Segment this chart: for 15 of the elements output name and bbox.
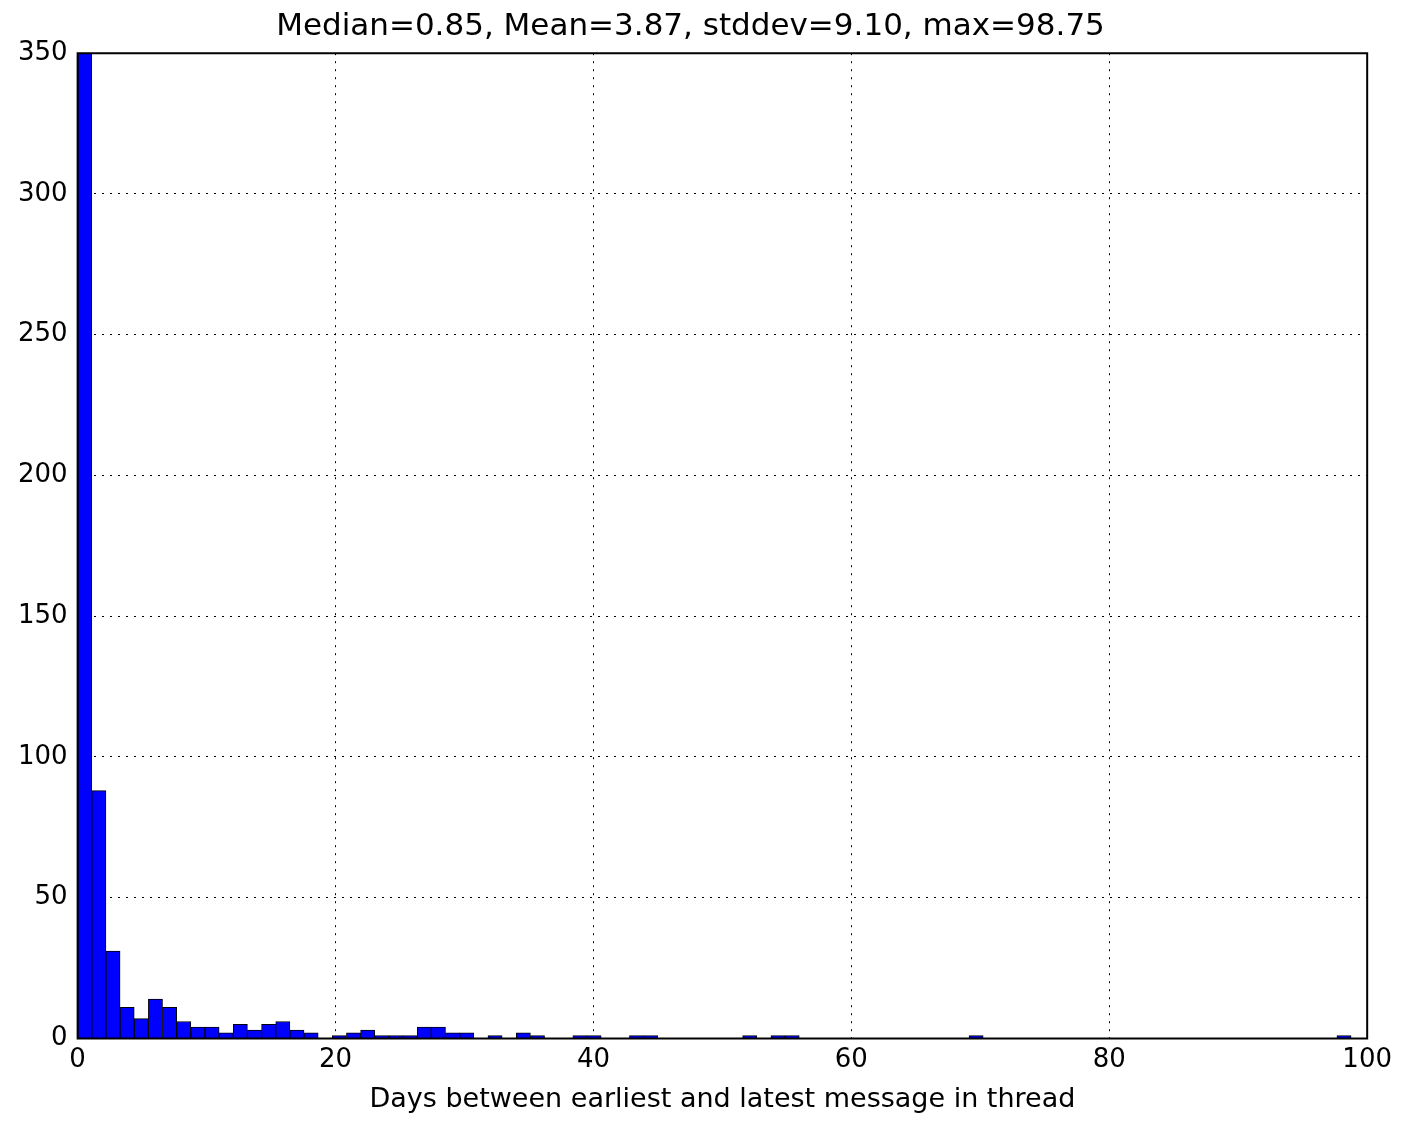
y-tick-label: 100: [17, 739, 68, 770]
x-tick-label: 80: [1092, 1042, 1126, 1073]
y-tick-label: 250: [17, 317, 68, 348]
x-tick-label: 100: [1342, 1042, 1393, 1073]
x-tick-label: 60: [834, 1042, 868, 1073]
y-tick-label: 300: [17, 176, 68, 207]
x-tick-label: 20: [318, 1042, 353, 1073]
x-axis-title: Days between earliest and latest message in thread: [369, 1081, 1076, 1113]
x-tick-label: 40: [576, 1042, 610, 1073]
y-tick-label: 350: [17, 35, 68, 66]
y-tick-label: 50: [34, 880, 68, 911]
chart-title: Median=0.85, Mean=3.87, stddev=9.10, max=98.75: [276, 5, 1105, 42]
y-tick-label: 0: [51, 1021, 68, 1052]
y-tick-label: 150: [17, 598, 68, 629]
y-tick-label: 200: [17, 458, 68, 489]
